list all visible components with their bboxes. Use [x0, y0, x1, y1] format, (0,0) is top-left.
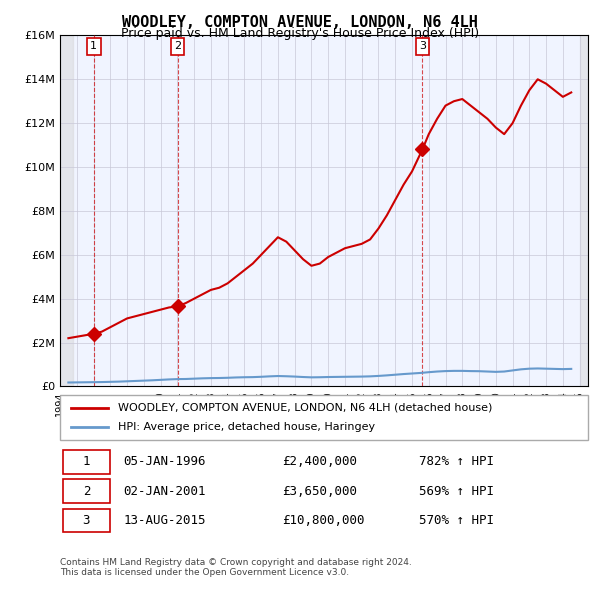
Text: 2: 2: [174, 41, 181, 51]
Text: £10,800,000: £10,800,000: [282, 514, 364, 527]
Text: 782% ↑ HPI: 782% ↑ HPI: [419, 455, 494, 468]
Text: 570% ↑ HPI: 570% ↑ HPI: [419, 514, 494, 527]
Text: 569% ↑ HPI: 569% ↑ HPI: [419, 484, 494, 498]
Text: £2,400,000: £2,400,000: [282, 455, 357, 468]
Text: WOODLEY, COMPTON AVENUE, LONDON, N6 4LH: WOODLEY, COMPTON AVENUE, LONDON, N6 4LH: [122, 15, 478, 30]
Text: 2: 2: [83, 484, 90, 498]
Text: 13-AUG-2015: 13-AUG-2015: [124, 514, 206, 527]
FancyBboxPatch shape: [62, 509, 110, 532]
Text: 3: 3: [83, 514, 90, 527]
Text: Price paid vs. HM Land Registry's House Price Index (HPI): Price paid vs. HM Land Registry's House …: [121, 27, 479, 40]
FancyBboxPatch shape: [60, 395, 588, 440]
Text: 05-JAN-1996: 05-JAN-1996: [124, 455, 206, 468]
Text: 1: 1: [90, 41, 97, 51]
Text: 02-JAN-2001: 02-JAN-2001: [124, 484, 206, 498]
FancyBboxPatch shape: [62, 479, 110, 503]
Text: 3: 3: [419, 41, 426, 51]
Text: Contains HM Land Registry data © Crown copyright and database right 2024.
This d: Contains HM Land Registry data © Crown c…: [60, 558, 412, 577]
Text: WOODLEY, COMPTON AVENUE, LONDON, N6 4LH (detached house): WOODLEY, COMPTON AVENUE, LONDON, N6 4LH …: [118, 403, 493, 412]
Bar: [60, 35, 73, 386]
Text: HPI: Average price, detached house, Haringey: HPI: Average price, detached house, Hari…: [118, 422, 375, 432]
Text: £3,650,000: £3,650,000: [282, 484, 357, 498]
Bar: [580, 35, 588, 386]
FancyBboxPatch shape: [62, 450, 110, 474]
Text: 1: 1: [83, 455, 90, 468]
